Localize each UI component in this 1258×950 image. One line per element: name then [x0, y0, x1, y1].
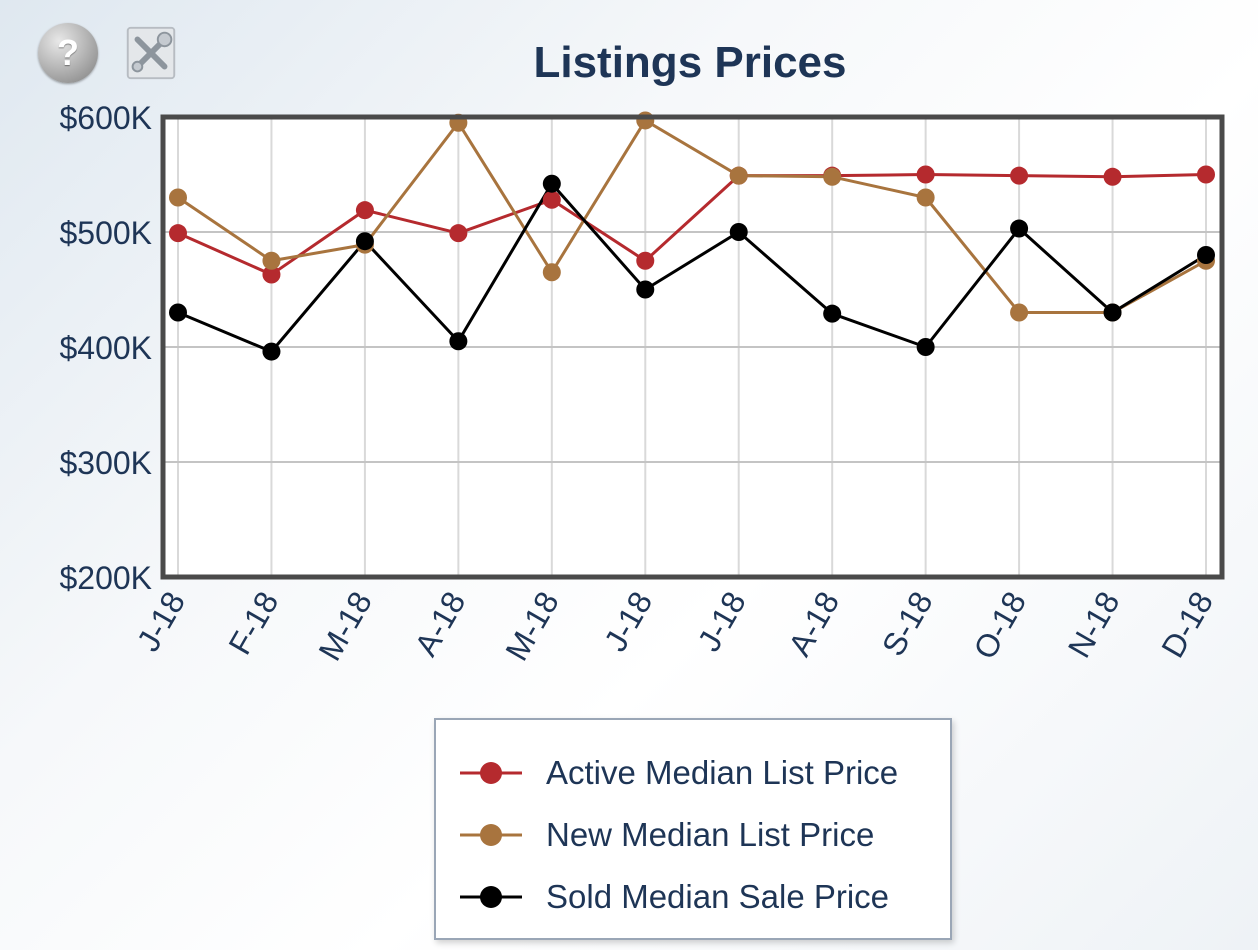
data-point-s1-4 — [542, 263, 561, 282]
data-point-s1-9 — [1010, 303, 1029, 322]
series-line-0 — [177, 173, 1207, 277]
data-point-s0-9 — [1010, 166, 1029, 185]
line-chart: $200K $300K $400K $500K $600K J-18 F-18 M-18 A-1… — [59, 100, 1225, 667]
chart-title: Listings Prices — [533, 38, 847, 87]
legend-item-new[interactable]: New Median List Price — [436, 804, 950, 866]
series-line-1 — [177, 118, 1207, 314]
x-tick-label: J-18 — [690, 586, 752, 658]
x-tick-label: F-18 — [221, 586, 285, 661]
legend-label-active: Active Median List Price — [546, 754, 899, 791]
data-point-s0-4 — [542, 190, 561, 209]
x-tick-label: S-18 — [875, 586, 940, 663]
y-tick-label: $200K — [59, 560, 152, 596]
data-point-s2-11 — [1197, 246, 1215, 264]
data-point-s0-0 — [169, 224, 187, 243]
data-point-s1-5 — [636, 111, 655, 130]
x-tick-label: J-18 — [597, 586, 659, 658]
y-tick-label: $300K — [59, 445, 152, 481]
y-tick-label: $500K — [59, 215, 152, 251]
legend-label-new: New Median List Price — [546, 816, 875, 853]
data-point-s2-0 — [169, 303, 187, 322]
x-tick-label: N-18 — [1061, 586, 1127, 664]
legend-marker-active — [460, 762, 522, 784]
legend-item-sold[interactable]: Sold Median Sale Price — [436, 866, 950, 928]
tools-icon[interactable] — [120, 22, 182, 84]
x-tick-label: A-18 — [781, 586, 846, 663]
data-point-s0-3 — [449, 224, 468, 243]
data-point-s0-5 — [636, 251, 655, 270]
y-tick-label: $600K — [59, 100, 152, 136]
x-tick-label: D-18 — [1154, 586, 1220, 664]
plot-frame — [160, 114, 1225, 580]
data-point-s2-4 — [542, 174, 561, 193]
data-point-s0-10 — [1103, 167, 1122, 186]
x-tick-label: M-18 — [498, 586, 566, 667]
data-point-s1-6 — [729, 166, 748, 185]
data-point-s2-3 — [449, 332, 468, 351]
data-point-s0-8 — [916, 165, 935, 184]
data-point-s1-7 — [823, 167, 842, 186]
legend-marker-sold — [460, 886, 522, 908]
data-point-s2-10 — [1103, 303, 1122, 322]
x-tick-label: M-18 — [311, 586, 379, 667]
data-point-s2-8 — [916, 338, 935, 356]
x-tick-label: O-18 — [966, 586, 1033, 666]
data-point-s0-1 — [262, 265, 281, 284]
legend-item-active[interactable]: Active Median List Price — [436, 742, 950, 804]
chart-legend: Active Median List Price New Median List… — [434, 718, 952, 940]
help-icon[interactable]: ? — [38, 23, 98, 83]
data-point-s2-2 — [355, 232, 374, 251]
legend-label-sold: Sold Median Sale Price — [546, 878, 890, 915]
data-point-s1-0 — [169, 188, 187, 207]
data-point-s2-6 — [729, 223, 748, 241]
x-tick-label: A-18 — [407, 586, 472, 663]
y-tick-label: $400K — [59, 330, 152, 366]
data-point-s0-2 — [355, 201, 374, 220]
data-point-s1-8 — [916, 188, 935, 207]
data-point-s2-9 — [1010, 219, 1029, 238]
x-tick-label: J-18 — [130, 586, 192, 658]
data-point-s2-5 — [636, 280, 655, 299]
data-point-s1-1 — [262, 251, 281, 270]
data-point-s0-11 — [1197, 165, 1215, 184]
data-point-s2-1 — [262, 342, 281, 361]
series-line-2 — [177, 182, 1207, 354]
data-point-s2-7 — [823, 304, 842, 323]
legend-marker-new — [460, 824, 522, 846]
chart-toolbar: ? — [38, 22, 182, 84]
